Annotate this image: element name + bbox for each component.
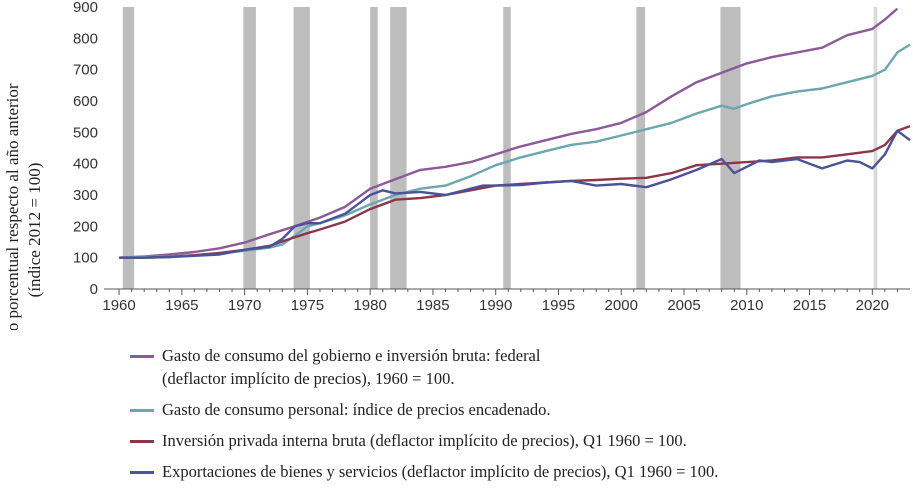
y-tick-label: 400 [73,156,98,173]
series-line-2 [119,43,911,259]
x-tick-label: 1975 [291,297,324,314]
y-tick-label: 0 [90,281,98,298]
x-tick-label: 1985 [416,297,449,314]
x-tick-label: 2000 [605,297,638,314]
recession-band [636,7,646,289]
recession-band [720,7,741,289]
chart: 0 100 200 300 400 500 600 700 800 900 1960 1965 197… [3,0,911,330]
legend-swatch-federal [130,355,154,358]
series-lines [119,7,911,259]
x-tick-label: 2010 [730,297,763,314]
legend-item-federal: Gasto de consumo del gobierno e inversió… [130,344,890,390]
x-tick-label: 2005 [667,297,700,314]
x-tick-label: 1990 [479,297,512,314]
x-tick-label: 2020 [856,297,889,314]
legend-swatch-exportaciones [130,471,154,474]
legend-item-inversion: Inversión privada interna bruta (deflact… [130,429,890,452]
legend-item-exportaciones: Exportaciones de bienes y servicios (def… [130,460,890,483]
legend-swatch-inversion [130,440,154,443]
y-axis-label-line: Cambio porcentual respecto al año anteri… [3,83,22,330]
y-tick-label: 100 [73,250,98,267]
legend-label-federal: Gasto de consumo del gobierno e inversió… [162,346,541,388]
series-line-4 [119,129,911,259]
series-line-1 [119,7,899,259]
y-axis-label-line: (índice 2012 = 100) [25,163,44,298]
x-tick-label: 1970 [228,297,261,314]
recession-band [370,7,378,289]
legend: Gasto de consumo del gobierno e inversió… [130,344,890,491]
legend-label-exportaciones: Exportaciones de bienes y servicios (def… [162,462,719,481]
series-line-3 [119,124,911,259]
x-axis: 1960 1965 1970 1975 1980 1985 1990 1995 2000 2005… [102,288,910,314]
recession-band [243,7,256,289]
x-tick-label: 1980 [353,297,386,314]
recession-band [122,7,135,289]
y-tick-label: 700 [73,62,98,79]
y-tick-label: 800 [73,30,98,47]
y-tick-label: 200 [73,218,98,235]
y-axis-ticks: 0 100 200 300 400 500 600 700 800 900 [73,0,98,298]
recession-band [390,7,407,289]
x-tick-label: 1965 [165,297,198,314]
y-tick-label: 600 [73,93,98,110]
recession-band [873,7,878,289]
recession-band [293,7,310,289]
recession-band [503,7,511,289]
x-tick-label: 1960 [102,297,135,314]
x-tick-label: 2015 [793,297,826,314]
x-tick-label: 1995 [542,297,575,314]
legend-item-consumo: Gasto de consumo personal: índice de pre… [130,398,890,421]
legend-label-consumo: Gasto de consumo personal: índice de pre… [162,400,551,419]
legend-swatch-consumo [130,409,154,412]
y-tick-label: 300 [73,187,98,204]
y-tick-label: 900 [73,0,98,16]
recession-bands [122,7,878,289]
y-tick-label: 500 [73,124,98,141]
legend-label-inversion: Inversión privada interna bruta (deflact… [162,431,687,450]
